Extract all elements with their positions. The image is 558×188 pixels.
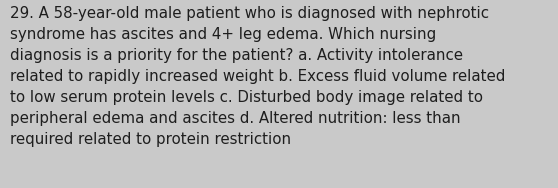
Text: 29. A 58-year-old male patient who is diagnosed with nephrotic
syndrome has asci: 29. A 58-year-old male patient who is di… [10, 6, 506, 147]
